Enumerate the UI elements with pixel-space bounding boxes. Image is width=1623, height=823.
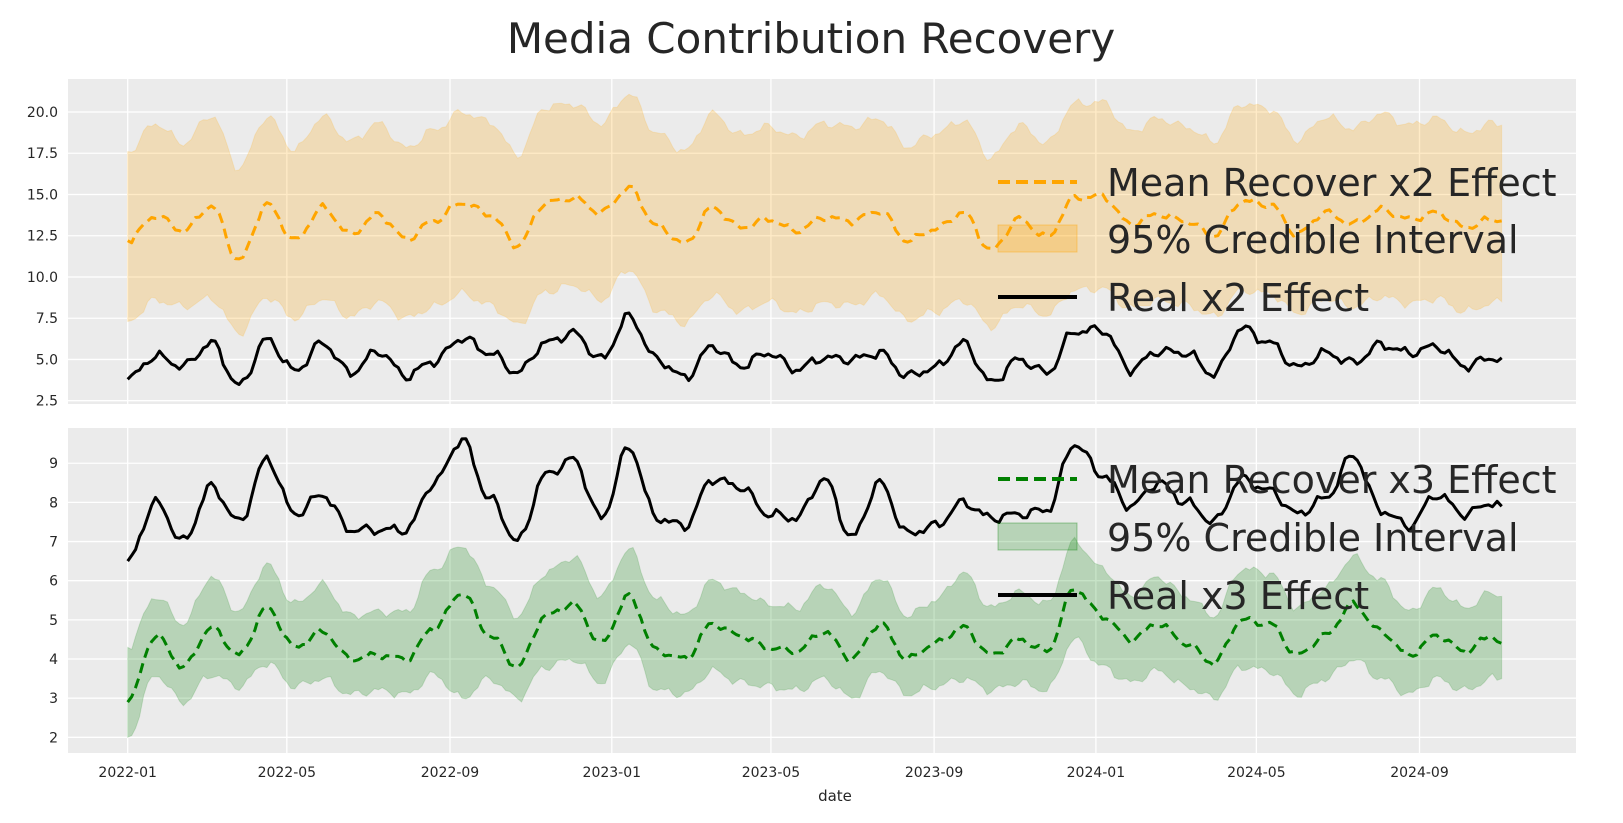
p1-y-tick-label-6: 8 [49, 495, 58, 511]
x-tick-label-2: 2022-09 [421, 765, 480, 781]
p0-y-tick-label-6: 17.5 [27, 146, 58, 162]
p1-y-tick-label-0: 2 [49, 730, 58, 746]
bottom-plot-background [68, 428, 1576, 753]
legend-label-ci-x3: 95% Credible Interval [1107, 516, 1519, 560]
p0-y-tick-label-3: 10.0 [27, 270, 58, 286]
p1-real-effect-line [126, 437, 1503, 562]
p0-y-tick-label-7: 20.0 [27, 105, 58, 121]
x-tick-label-5: 2023-09 [905, 765, 964, 781]
legend-label-real-x3: Real x3 Effect [1107, 574, 1369, 618]
p1-mean-recover-line [126, 588, 1503, 703]
top-panel: 2.5 5.0 7.5 10.0 12.5 15.0 17.5 20.0 Mean Recov… [27, 79, 1576, 410]
x-tick-label-7: 2024-05 [1227, 765, 1286, 781]
p1-y-tick-label-5: 7 [49, 535, 58, 551]
p0-credible-interval-band [127, 93, 1503, 337]
x-axis-label: date [818, 787, 852, 805]
legend-label-ci-x2: 95% Credible Interval [1107, 218, 1519, 262]
p0-y-tick-label-1: 5.0 [36, 352, 58, 368]
x-tick-label-3: 2023-01 [583, 765, 642, 781]
p0-y-tick-label-0: 2.5 [36, 394, 58, 410]
x-tick-label-1: 2022-05 [258, 765, 317, 781]
chart-title: Media Contribution Recovery [507, 14, 1115, 63]
x-tick-label-6: 2024-01 [1067, 765, 1126, 781]
p1-y-tick-label-7: 9 [49, 456, 58, 472]
p1-y-tick-label-3: 5 [49, 613, 58, 629]
x-tick-label-8: 2024-09 [1390, 765, 1449, 781]
legend-label-real-x2: Real x2 Effect [1107, 276, 1369, 320]
legend-label-mean-x2: Mean Recover x2 Effect [1107, 161, 1557, 205]
p1-y-tick-label-1: 3 [49, 691, 58, 707]
legend-swatch-ci-x2 [997, 224, 1078, 253]
legend-label-mean-x3: Mean Recover x3 Effect [1107, 458, 1557, 502]
p1-y-tick-label-2: 4 [49, 652, 58, 668]
bottom-legend: Mean Recover x3 Effect 95% Credible Inte… [997, 458, 1557, 618]
p0-y-tick-label-4: 12.5 [27, 229, 58, 245]
top-legend: Mean Recover x2 Effect 95% Credible Inte… [997, 161, 1557, 320]
p0-y-tick-label-2: 7.5 [36, 311, 58, 327]
p0-y-tick-label-5: 15.0 [27, 187, 58, 203]
p0-mean-recover-line [127, 184, 1502, 261]
p1-y-tick-label-4: 6 [49, 574, 58, 590]
x-tick-label-4: 2023-05 [742, 765, 801, 781]
legend-swatch-ci-x3 [997, 522, 1078, 551]
x-tick-label-0: 2022-01 [98, 765, 157, 781]
p0-real-effect-line [126, 311, 1503, 386]
bottom-panel: 2 3 4 5 6 7 8 9 Mean Recover x3 Effect 95% Cred… [49, 428, 1576, 753]
